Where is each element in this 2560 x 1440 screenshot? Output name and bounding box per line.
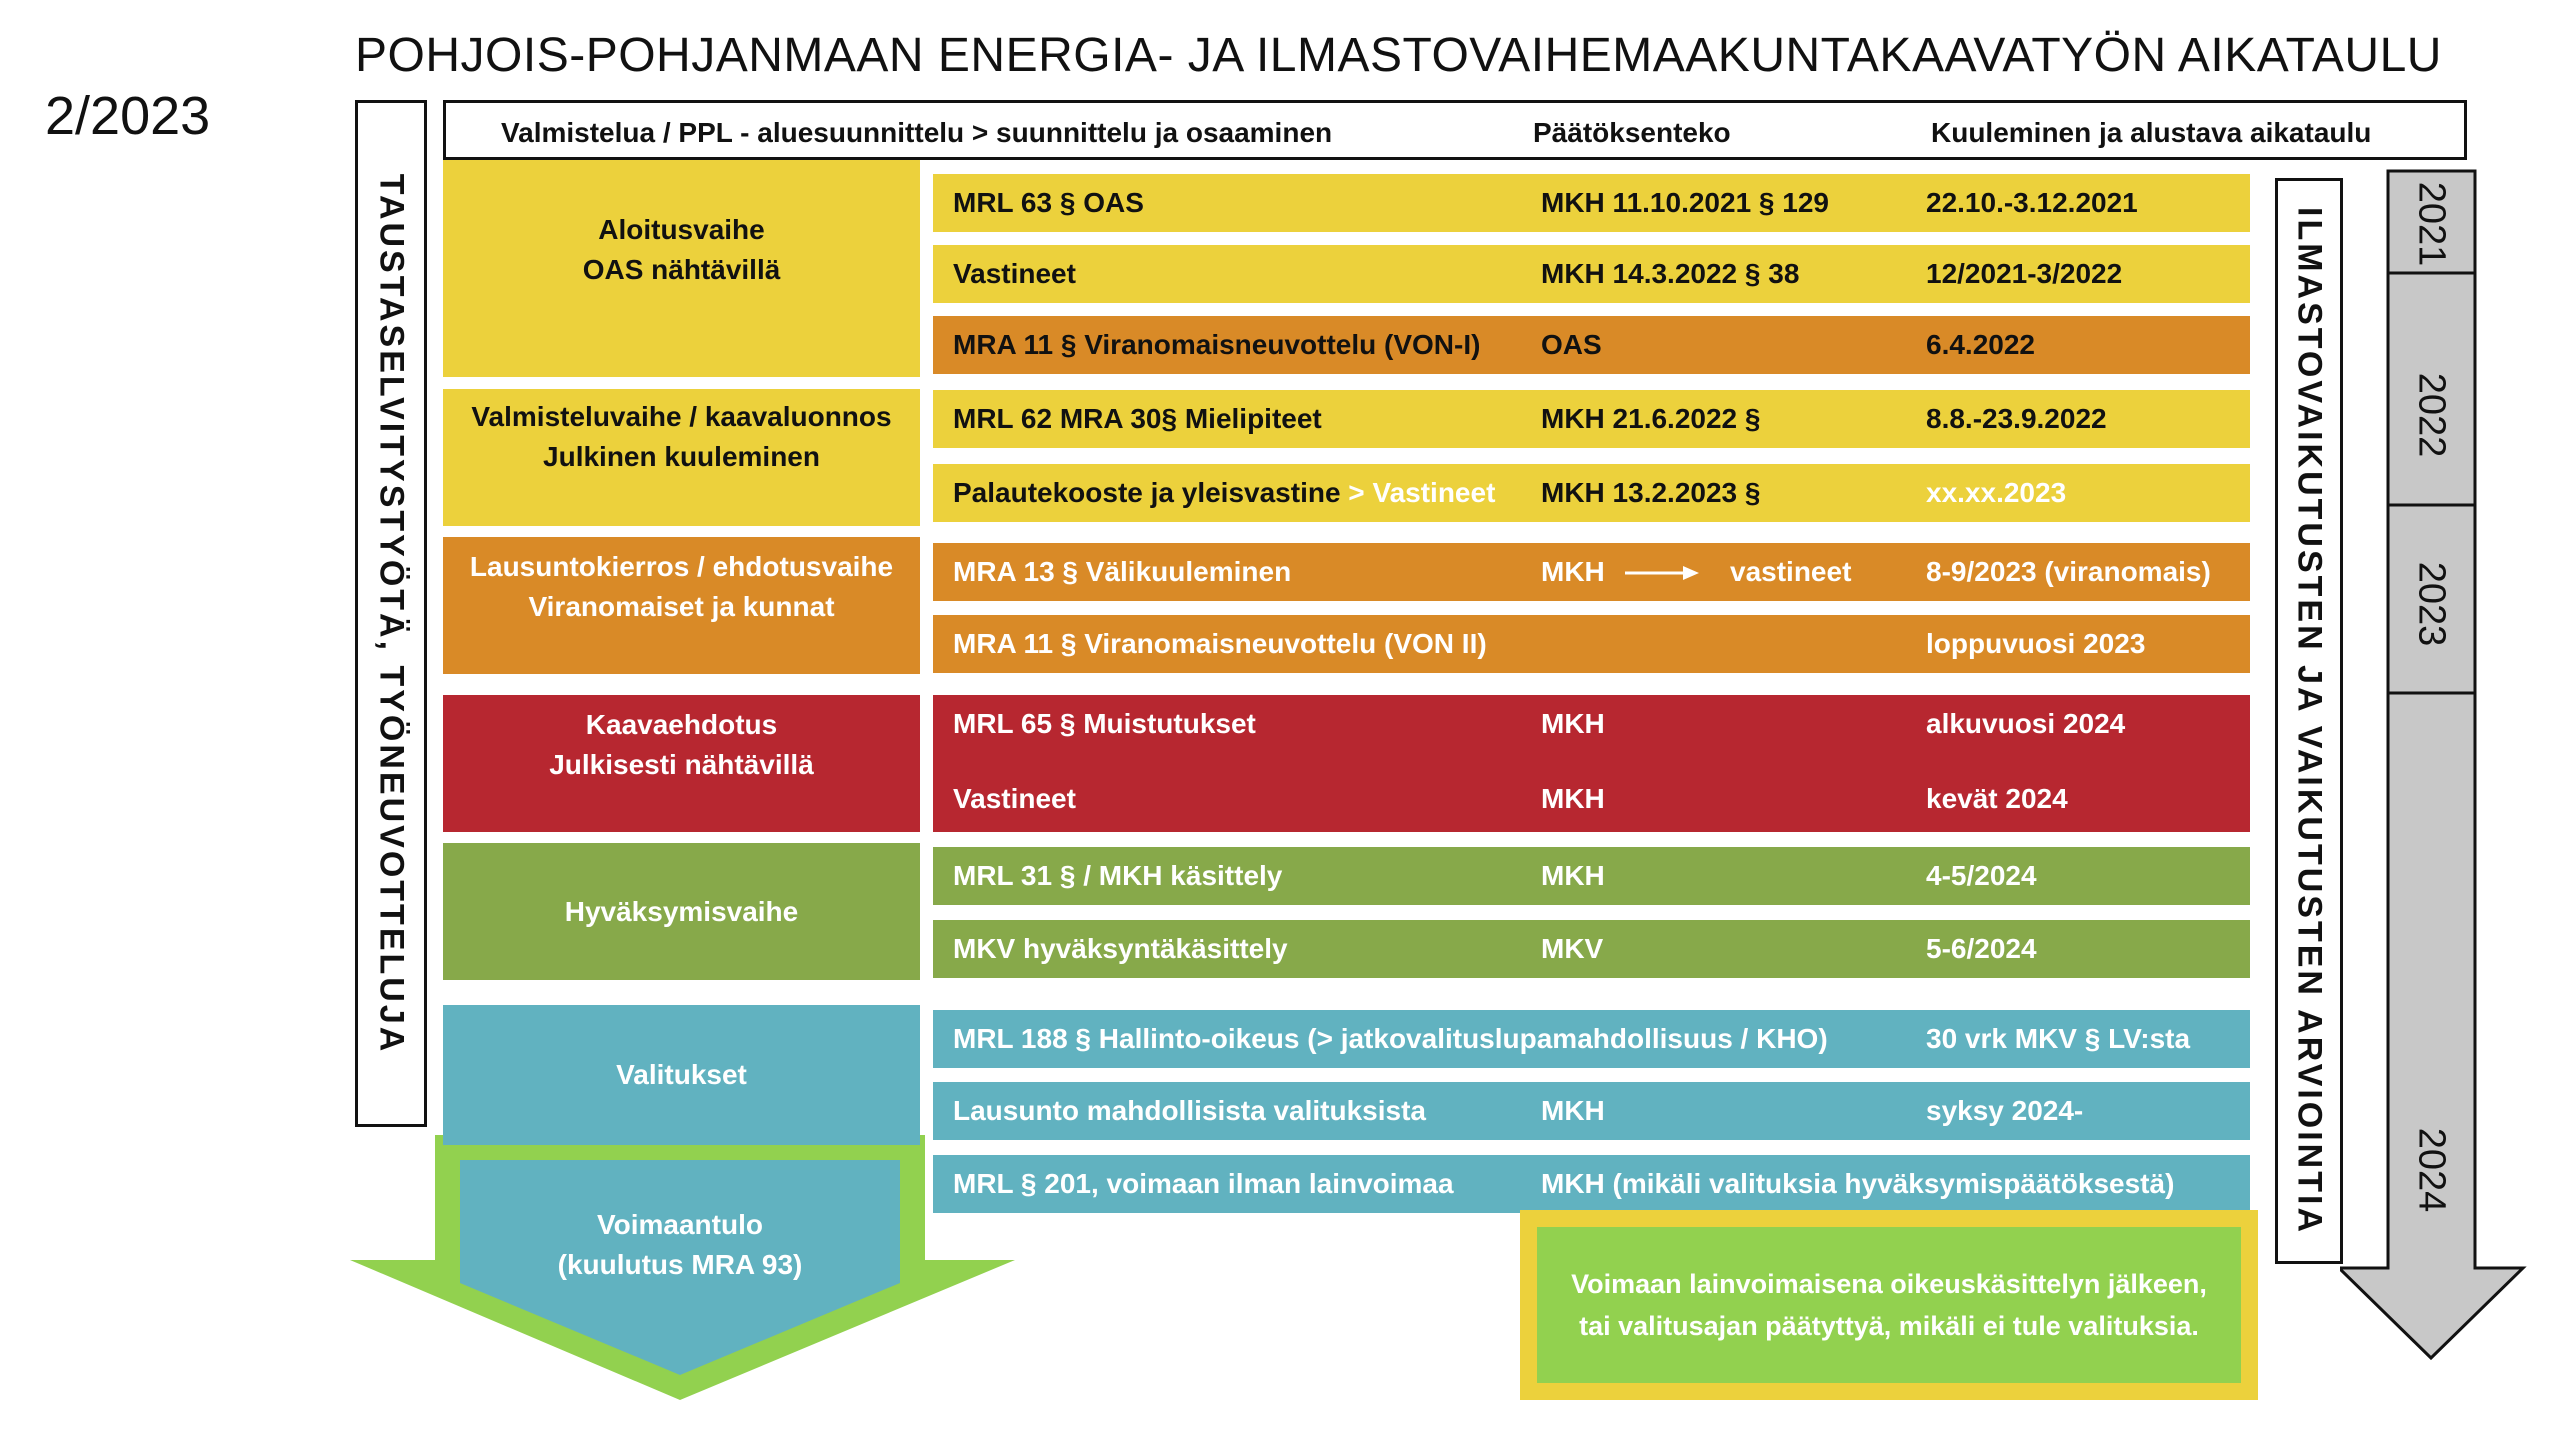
row-lausunto-valitukset: Lausunto mahdollisista valituksista MKH … <box>933 1082 2250 1140</box>
row-mrl-201: MRL § 201, voimaan ilman lainvoimaa MKH … <box>933 1155 2250 1213</box>
row-mielipiteet-decision: MKH 21.6.2022 § <box>1541 403 1761 434</box>
note-line2: tai valitusajan päätyttyä, mikäli ei tul… <box>1579 1311 2199 1341</box>
page-title: POHJOIS-POHJANMAAN ENERGIA- JA ILMASTOVA… <box>355 29 2442 82</box>
phase-valmistelu-line1: Valmisteluvaihe / kaavaluonnos <box>471 401 892 432</box>
red-block <box>933 695 2250 832</box>
year-2024: 2024 <box>2410 1127 2453 1213</box>
phase-aloitus: Aloitusvaihe OAS nähtävillä <box>443 160 920 377</box>
row-vastineet-1: Vastineet MKH 14.3.2022 § 38 12/2021-3/2… <box>933 245 2250 303</box>
row-mkv-kasittely-decision: MKV <box>1541 933 1604 964</box>
row-vastineet-1-schedule: 12/2021-3/2022 <box>1926 258 2123 289</box>
timeline-arrow-shape <box>2340 169 2527 1361</box>
row-mkv-kasittely-action: MKV hyväksyntäkäsittely <box>953 933 1288 964</box>
row-palautekooste-action-main: Palautekooste ja yleisvastine <box>953 477 1341 508</box>
row-mkh-kasittely-action: MRL 31 § / MKH käsittely <box>953 860 1283 891</box>
row-von-2-schedule: loppuvuosi 2023 <box>1926 628 2146 659</box>
row-von-2-action: MRA 11 § Viranomaisneuvottelu (VON II) <box>953 628 1487 659</box>
date-label: 2/2023 <box>45 86 211 146</box>
row-valikuuleminen: MRA 13 § Välikuuleminen MKH vastineet 8-… <box>933 543 2250 601</box>
climate-assessment-box: ILMASTOVAIKUTUSTEN JA VAIKUTUSTEN ARVIOI… <box>2275 178 2343 1264</box>
row-mkh-kasittely: MRL 31 § / MKH käsittely MKH 4-5/2024 <box>933 847 2250 905</box>
row-mkv-kasittely: MKV hyväksyntäkäsittely MKV 5-6/2024 <box>933 920 2250 978</box>
row-mielipiteet: MRL 62 MRA 30§ Mielipiteet MKH 21.6.2022… <box>933 390 2250 448</box>
row-mkv-kasittely-schedule: 5-6/2024 <box>1926 933 2037 964</box>
row-lausunto-valitukset-schedule: syksy 2024- <box>1926 1095 2084 1126</box>
phase-voimaantulo-line2: (kuulutus MRA 93) <box>557 1249 803 1280</box>
note-box: Voimaan lainvoimaisena oikeuskäsittelyn … <box>1537 1227 2241 1383</box>
row-vastineet-1-action: Vastineet <box>953 258 1076 289</box>
row-mkh-kasittely-schedule: 4-5/2024 <box>1926 860 2037 891</box>
voimaantulo-arrow <box>350 1135 1015 1400</box>
row-oas-action: MRL 63 § OAS <box>953 187 1144 218</box>
row-vastineet-2-decision: MKH <box>1541 783 1605 814</box>
phase-hyvaksymis-line1: Hyväksymisvaihe <box>564 895 799 927</box>
row-mielipiteet-schedule: 8.8.-23.9.2022 <box>1926 403 2107 434</box>
row-oas-schedule: 22.10.-3.12.2021 <box>1926 187 2138 218</box>
row-lausunto-valitukset-decision: MKH <box>1541 1095 1605 1126</box>
column-header-bar: Valmistelua / PPL - aluesuunnittelu > su… <box>443 100 2467 160</box>
header-col-preparation: Valmistelua / PPL - aluesuunnittelu > su… <box>501 117 1333 148</box>
row-von-2: MRA 11 § Viranomaisneuvottelu (VON II) l… <box>933 615 2250 673</box>
phase-valitukset: Valitukset <box>443 1005 920 1145</box>
row-valikuuleminen-action: MRA 13 § Välikuuleminen <box>953 556 1292 587</box>
row-vastineet-1-decision: MKH 14.3.2022 § 38 <box>1541 258 1800 289</box>
row-mrl-201-decision: MKH (mikäli valituksia hyväksymispäätöks… <box>1541 1168 2175 1199</box>
phase-lausunto-line2: Viranomaiset ja kunnat <box>528 591 835 622</box>
background-work-box: TAUSTASELVITYSTYÖTÄ, TYÖNEUVOTTELUJA <box>355 100 427 1127</box>
row-mrl-201-action: MRL § 201, voimaan ilman lainvoimaa <box>953 1168 1454 1199</box>
phase-aloitus-line2: OAS nähtävillä <box>582 254 781 285</box>
note-line1: Voimaan lainvoimaisena oikeuskäsittelyn … <box>1571 1269 2207 1299</box>
row-valikuuleminen-schedule: 8-9/2023 (viranomais) <box>1926 556 2211 587</box>
arrow-right-icon <box>1625 566 1699 580</box>
phase-valmistelu-line2: Julkinen kuuleminen <box>543 441 820 472</box>
row-von-1-action: MRA 11 § Viranomaisneuvottelu (VON-I) <box>953 329 1481 360</box>
header-col-hearing: Kuuleminen ja alustava aikataulu <box>1931 117 2372 148</box>
phase-voimaantulo: Voimaantulo (kuulutus MRA 93) <box>445 1185 915 1305</box>
phase-ehdotus-line1: Kaavaehdotus <box>585 709 778 740</box>
climate-assessment-label: ILMASTOVAIKUTUSTEN JA VAIKUTUSTEN ARVIOI… <box>2290 206 2329 1236</box>
row-muistutukset-decision: MKH <box>1541 708 1605 739</box>
row-valikuuleminen-decision: MKH <box>1541 556 1605 587</box>
row-von-1-schedule: 6.4.2022 <box>1926 329 2035 360</box>
timeline-arrow <box>2340 169 2527 1361</box>
phase-valitukset-line1: Valitukset <box>616 1059 747 1090</box>
phase-lausunto: Lausuntokierros / ehdotusvaihe Viranomai… <box>443 537 920 674</box>
year-2021: 2021 <box>2410 181 2453 267</box>
row-palautekooste-action-extra: > Vastineet <box>1340 477 1496 508</box>
row-palautekooste-decision: MKH 13.2.2023 § <box>1541 477 1761 508</box>
phase-valmistelu: Valmisteluvaihe / kaavaluonnos Julkinen … <box>443 389 920 526</box>
year-2022: 2022 <box>2410 372 2453 458</box>
row-palautekooste-action: Palautekooste ja yleisvastine > Vastinee… <box>953 477 1495 509</box>
row-oas-decision: MKH 11.10.2021 § 129 <box>1541 187 1829 218</box>
row-muistutukset-action: MRL 65 § Muistutukset <box>953 708 1256 739</box>
background-work-label: TAUSTASELVITYSTYÖTÄ, TYÖNEUVOTTELUJA <box>372 173 411 1054</box>
year-2023: 2023 <box>2410 561 2453 647</box>
phase-ehdotus: Kaavaehdotus Julkisesti nähtävillä <box>443 695 920 832</box>
voimaantulo-arrow-inner <box>460 1160 900 1375</box>
row-palautekooste-schedule: xx.xx.2023 <box>1926 477 2067 508</box>
row-vastineet-2: Vastineet MKH kevät 2024 <box>933 770 2250 828</box>
row-hallinto-oikeus-action: MRL 188 § Hallinto-oikeus (> jatkovalitu… <box>953 1023 1828 1054</box>
header-col-decision: Päätöksenteko <box>1533 117 1731 148</box>
phase-lausunto-line1: Lausuntokierros / ehdotusvaihe <box>469 551 894 582</box>
note-frame: Voimaan lainvoimaisena oikeuskäsittelyn … <box>1520 1210 2258 1400</box>
row-muistutukset-schedule: alkuvuosi 2024 <box>1926 708 2126 739</box>
row-vastineet-2-action: Vastineet <box>953 783 1076 814</box>
phase-hyvaksymis: Hyväksymisvaihe <box>443 843 920 980</box>
row-mielipiteet-action: MRL 62 MRA 30§ Mielipiteet <box>953 403 1322 434</box>
row-palautekooste: Palautekooste ja yleisvastine > Vastinee… <box>933 464 2250 522</box>
row-vastineet-2-schedule: kevät 2024 <box>1926 783 2068 814</box>
row-muistutukset: MRL 65 § Muistutukset MKH alkuvuosi 2024 <box>933 695 2250 753</box>
row-hallinto-oikeus: MRL 188 § Hallinto-oikeus (> jatkovalitu… <box>933 1010 2250 1068</box>
row-oas: MRL 63 § OAS MKH 11.10.2021 § 129 22.10.… <box>933 174 2250 232</box>
row-hallinto-oikeus-schedule: 30 vrk MKV § LV:sta <box>1926 1023 2191 1054</box>
row-von-1-decision: OAS <box>1541 329 1602 360</box>
phase-ehdotus-line2: Julkisesti nähtävillä <box>549 749 814 780</box>
phase-aloitus-line1: Aloitusvaihe <box>598 214 765 245</box>
row-mkh-kasittely-decision: MKH <box>1541 860 1605 891</box>
row-von-1: MRA 11 § Viranomaisneuvottelu (VON-I) OA… <box>933 316 2250 374</box>
phase-voimaantulo-line1: Voimaantulo <box>597 1209 763 1240</box>
row-lausunto-valitukset-action: Lausunto mahdollisista valituksista <box>953 1095 1427 1126</box>
row-valikuuleminen-response: vastineet <box>1730 556 1852 587</box>
